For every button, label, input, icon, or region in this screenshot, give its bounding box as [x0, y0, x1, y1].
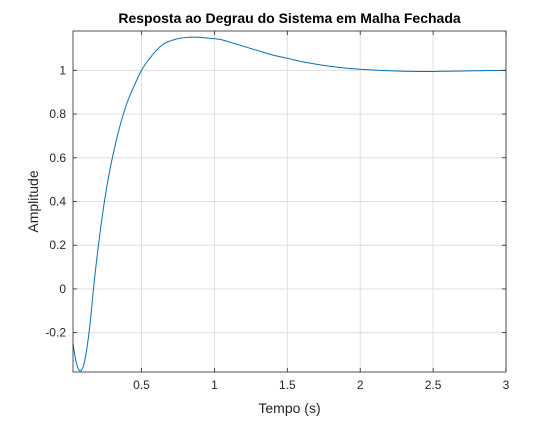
x-tick-label: 2	[357, 378, 364, 392]
chart-title: Resposta ao Degrau do Sistema em Malha F…	[118, 10, 461, 26]
y-tick-label: -0.2	[45, 326, 66, 340]
y-axis-label: Amplitude	[25, 170, 41, 232]
ticks: 0.5 1 1.5 2 2.5 3 -0.2 0 0.2 0.4 0.6 0.8 1	[45, 31, 510, 392]
y-tick-label: 0.6	[49, 151, 66, 165]
x-tick-label: 1.5	[279, 378, 296, 392]
y-tick-label: 0	[59, 282, 66, 296]
y-tick-label: 1	[59, 63, 66, 77]
series-group	[72, 36, 507, 372]
grid	[73, 31, 507, 372]
x-tick-label: 0.5	[133, 378, 150, 392]
x-tick-label: 1	[211, 378, 218, 392]
y-tick-label: 0.4	[49, 195, 66, 209]
x-axis-label: Tempo (s)	[258, 400, 320, 416]
x-tick-label: 3	[503, 378, 510, 392]
y-tick-label: 0.2	[49, 238, 66, 252]
series-line	[72, 36, 507, 372]
x-tick-label: 2.5	[425, 378, 442, 392]
y-tick-label: 0.8	[49, 107, 66, 121]
